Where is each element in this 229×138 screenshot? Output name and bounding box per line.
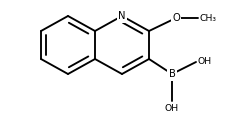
Text: N: N	[118, 11, 125, 21]
Text: O: O	[171, 13, 179, 23]
Text: OH: OH	[164, 104, 178, 113]
Text: OH: OH	[197, 58, 211, 67]
Text: CH₃: CH₃	[199, 14, 216, 22]
Text: B: B	[168, 69, 175, 79]
